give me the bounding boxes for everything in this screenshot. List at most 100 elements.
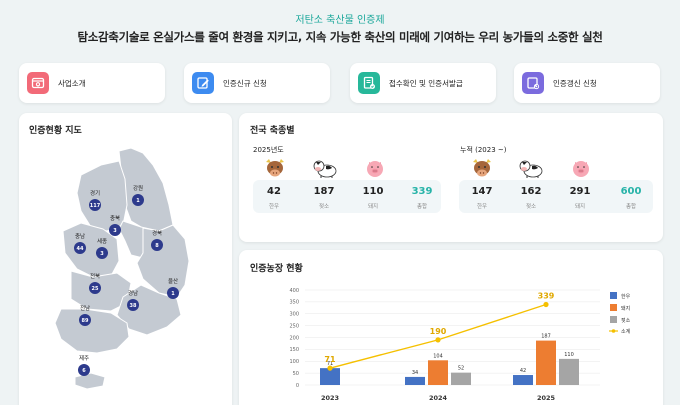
map-marker-충남[interactable]: 충남 44 [74,232,86,254]
map-count-value: 25 [92,286,99,292]
stat-label: 한우 [476,204,488,210]
stat-pig-2025: 110 돼지 [353,186,393,210]
map-region-label: 경기 [90,189,100,197]
stat-label: 돼지 [367,204,379,210]
map-count-value: 89 [82,318,89,324]
business-intro-icon [27,72,49,94]
map-count-badge [78,364,90,376]
stat-label: 돼지 [574,204,586,210]
menu-receipt-certificate[interactable]: 접수확인 및 인증서발급 [350,63,496,103]
map-count-value: 44 [77,246,84,252]
menu-label: 접수확인 및 인증서발급 [389,78,463,88]
map-marker-강원[interactable]: 강원 1 [132,184,144,206]
renewal-application-icon [522,72,544,94]
menu-renewal-application[interactable]: 인증갱신 신청 [514,63,660,103]
map-count-value: 1 [171,291,175,297]
new-application-icon [192,72,214,94]
map-count-badge [96,247,108,259]
jeonnam-region [54,308,130,354]
map-marker-경남[interactable]: 경남 38 [127,289,139,311]
map-count-badge [79,314,91,326]
receipt-certificate-icon [358,72,380,94]
menu-business-intro[interactable]: 사업소개 [19,63,165,103]
page-subtitle: 저탄소 축산물 인증제 [295,15,385,26]
dairy-cow-icon [519,160,543,178]
map-count-badge [132,194,144,206]
stat-total-2025: 339 총합 [402,186,442,210]
pig-icon [573,161,589,177]
livestock-panel: 전국 축종별 2025년도 누적 (2023 ~) [239,113,663,242]
stat-label: 젖소 [525,204,537,210]
map-count-value: 1 [136,198,140,204]
map-marker-울산[interactable]: 울산 1 [167,277,179,299]
map-count-badge [127,299,139,311]
map-region-label: 강원 [133,184,143,192]
map-count-badge [109,224,121,236]
map-count-badge [151,239,163,251]
map-count-value: 3 [100,251,104,257]
stat-value: 110 [362,186,384,197]
map-region-label: 충남 [75,232,85,240]
farm-chart-title: 인증농장 현황 [250,264,303,274]
map-count-badge [74,242,86,254]
stat-value: 147 [471,186,493,197]
map-title: 인증현황 지도 [29,126,82,136]
gyeongbuk-region [136,224,190,298]
map-region-label: 경북 [152,230,162,237]
stat-pig-cumulative: 291 돼지 [560,186,600,210]
stat-dairy-2025: 187 젖소 [304,186,344,210]
map-count-value: 6 [82,368,86,374]
map-marker-경기[interactable]: 경기 117 [89,189,101,211]
map-count-value: 38 [130,303,137,309]
stat-dairy-cumulative: 162 젖소 [511,186,551,210]
dairy-cow-icon [313,160,337,178]
menu-label: 인증신규 신청 [223,78,267,88]
map-marker-세종[interactable]: 세종 3 [96,237,108,259]
year-stat-box [253,180,441,213]
map-marker-충북[interactable]: 충북 3 [109,214,121,236]
map-region-label: 제주 [79,354,89,362]
stat-label: 젖소 [318,204,330,210]
jeju-region [74,372,106,390]
map-region-label: 울산 [168,277,178,285]
stat-hanwoo-2025: 42 한우 [254,186,294,210]
menu-label: 사업소개 [58,78,86,88]
map-region-label: 세종 [97,237,107,245]
map-region-label: 충북 [110,214,120,222]
cumulative-label: 누적 (2023 ~) [460,146,507,154]
map-marker-제주[interactable]: 제주 6 [78,354,90,376]
stat-value: 162 [520,186,542,197]
pig-icon [367,161,383,177]
stat-label: 총합 [625,204,637,210]
stat-value: 187 [313,186,335,197]
map-region-label: 경남 [128,289,138,297]
map-count-badge [89,199,101,211]
stat-label: 총합 [416,204,428,210]
map-region-label: 전북 [90,272,100,280]
stat-total-cumulative: 600 총합 [611,186,651,210]
livestock-title: 전국 축종별 [250,126,295,136]
chungnam-region [62,222,120,278]
stat-label: 한우 [268,204,280,210]
map-count-value: 3 [113,228,117,234]
menu-new-application[interactable]: 인증신규 신청 [184,63,330,103]
page-headline: 탐소감축기술로 온실가스를 줄여 환경을 지키고, 지속 가능한 축산의 미래에… [77,30,603,44]
year-label: 2025년도 [253,146,284,154]
stat-value: 339 [411,186,433,197]
map-count-value: 8 [155,243,159,249]
map-region-label: 전남 [80,304,90,312]
map-marker-경북[interactable]: 경북 8 [151,230,163,251]
cumulative-stat-box [459,180,653,213]
map-marker-전북[interactable]: 전북 25 [89,272,101,294]
map-panel: 인증현황 지도 [19,113,232,405]
map-marker-전남[interactable]: 전남 89 [79,304,91,326]
menu-label: 인증갱신 신청 [553,78,597,88]
hanwoo-icon [266,159,284,177]
map-count-badge [89,282,101,294]
stat-hanwoo-cumulative: 147 한우 [462,186,502,210]
hanwoo-icon [473,159,491,177]
map-count-badge [167,287,179,299]
stat-value: 600 [620,186,642,197]
stat-value: 291 [569,186,591,197]
